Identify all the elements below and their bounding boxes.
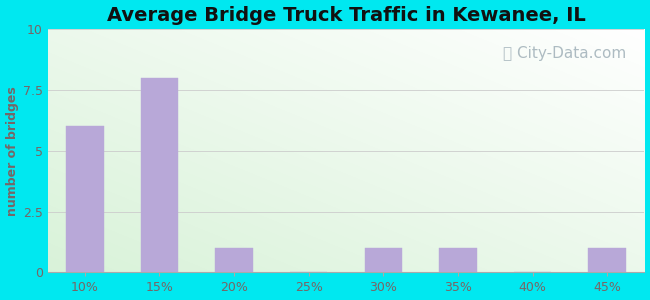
Bar — [588, 248, 626, 272]
Bar — [365, 248, 402, 272]
Title: Average Bridge Truck Traffic in Kewanee, IL: Average Bridge Truck Traffic in Kewanee,… — [107, 6, 586, 25]
Bar — [66, 126, 103, 272]
Bar — [141, 78, 178, 272]
Y-axis label: number of bridges: number of bridges — [6, 86, 19, 215]
Bar — [439, 248, 476, 272]
Text: ⓘ City-Data.com: ⓘ City-Data.com — [503, 46, 627, 61]
Bar — [215, 248, 253, 272]
